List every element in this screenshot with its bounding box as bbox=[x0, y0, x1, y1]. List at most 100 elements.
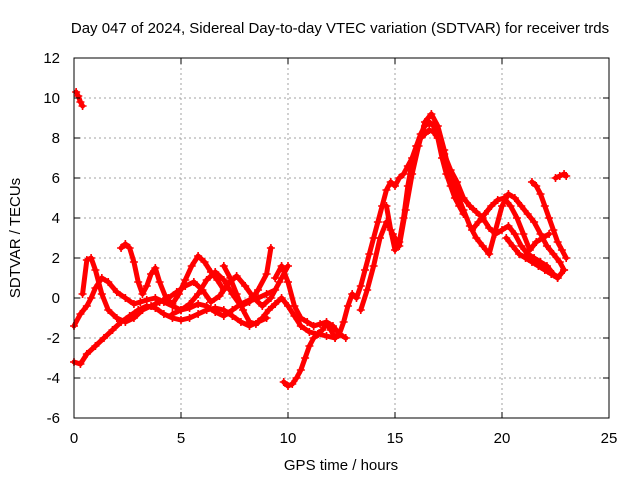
data-point bbox=[523, 210, 532, 218]
data-point bbox=[420, 122, 429, 130]
data-point bbox=[76, 310, 85, 318]
data-point bbox=[82, 302, 91, 310]
data-point bbox=[545, 230, 554, 238]
data-point bbox=[551, 174, 560, 182]
y-tick-label: -6 bbox=[47, 410, 60, 427]
y-tick-label: 4 bbox=[52, 210, 60, 227]
data-point bbox=[275, 278, 284, 286]
data-point bbox=[547, 270, 556, 278]
series-track-5 bbox=[117, 240, 228, 308]
data-point bbox=[129, 314, 138, 322]
data-point bbox=[498, 202, 506, 210]
data-point bbox=[399, 170, 408, 178]
data-point bbox=[262, 290, 271, 298]
series-track-12 bbox=[468, 194, 554, 254]
data-point bbox=[532, 182, 541, 190]
data-point bbox=[151, 294, 160, 302]
data-point bbox=[515, 250, 524, 258]
data-point bbox=[162, 294, 171, 302]
data-point bbox=[429, 122, 438, 130]
data-point bbox=[540, 266, 549, 274]
data-point bbox=[391, 182, 399, 190]
data-point bbox=[376, 234, 385, 242]
data-point bbox=[534, 262, 543, 270]
data-point bbox=[185, 314, 194, 322]
data-point bbox=[185, 300, 194, 308]
x-tick-label: 20 bbox=[494, 430, 511, 447]
data-point bbox=[485, 224, 494, 232]
y-tick-label: -2 bbox=[47, 330, 60, 347]
data-point bbox=[181, 276, 190, 284]
data-point bbox=[202, 276, 211, 284]
data-point bbox=[147, 270, 156, 278]
data-point bbox=[91, 342, 100, 350]
data-point bbox=[382, 202, 391, 210]
y-tick-label: 8 bbox=[52, 130, 60, 147]
data-point bbox=[491, 226, 500, 234]
data-point bbox=[416, 130, 425, 138]
data-point bbox=[474, 218, 483, 226]
data-point bbox=[108, 326, 117, 334]
x-tick-label: 0 bbox=[70, 430, 78, 447]
data-point bbox=[555, 258, 564, 266]
data-point bbox=[151, 264, 160, 272]
data-point bbox=[121, 294, 130, 302]
data-point bbox=[277, 294, 286, 302]
data-point bbox=[326, 326, 335, 334]
tick-marks bbox=[73, 57, 610, 419]
series-track-2 bbox=[70, 302, 271, 368]
y-tick-label: -4 bbox=[47, 370, 60, 387]
data-point bbox=[296, 322, 305, 330]
x-tick-label: 5 bbox=[177, 430, 185, 447]
data-point bbox=[468, 226, 477, 234]
data-point bbox=[500, 194, 509, 202]
data-point bbox=[194, 300, 203, 308]
y-axis-label: SDTVAR / TECUs bbox=[7, 178, 24, 298]
data-point bbox=[279, 378, 288, 386]
data-point bbox=[125, 244, 134, 252]
data-point bbox=[373, 218, 382, 226]
data-point bbox=[194, 252, 203, 260]
data-point bbox=[245, 298, 254, 306]
data-point bbox=[472, 208, 481, 216]
data-point bbox=[485, 250, 494, 258]
data-point bbox=[510, 194, 519, 202]
data-point bbox=[510, 230, 519, 238]
data-point bbox=[560, 266, 569, 274]
data-point bbox=[112, 288, 121, 296]
data-point bbox=[187, 262, 196, 270]
data-point bbox=[99, 334, 108, 342]
data-point bbox=[228, 306, 237, 314]
data-point bbox=[138, 290, 147, 298]
data-point bbox=[232, 272, 241, 280]
x-tick-label: 25 bbox=[601, 430, 618, 447]
data-point bbox=[136, 298, 145, 306]
data-point bbox=[465, 202, 474, 210]
data-point bbox=[504, 190, 513, 198]
data-point bbox=[288, 380, 297, 388]
data-point bbox=[215, 292, 224, 300]
data-point bbox=[194, 290, 203, 298]
data-point bbox=[82, 350, 91, 358]
data-point bbox=[425, 126, 434, 134]
data-point bbox=[530, 218, 539, 226]
data-point bbox=[408, 158, 417, 166]
data-point bbox=[356, 306, 365, 314]
data-point bbox=[348, 290, 357, 298]
data-point bbox=[446, 182, 455, 190]
data-point bbox=[318, 326, 327, 334]
data-point bbox=[438, 154, 447, 162]
data-point bbox=[97, 290, 106, 298]
data-point bbox=[399, 214, 408, 222]
data-point bbox=[305, 328, 314, 336]
y-tick-label: 10 bbox=[43, 90, 60, 107]
data-point bbox=[553, 274, 562, 282]
data-point bbox=[365, 250, 374, 258]
data-point bbox=[335, 330, 344, 338]
data-point bbox=[527, 258, 536, 266]
series-track-1 bbox=[72, 88, 87, 110]
data-point bbox=[78, 102, 87, 110]
data-point bbox=[78, 290, 87, 298]
data-point bbox=[202, 302, 211, 310]
data-point bbox=[301, 354, 310, 362]
